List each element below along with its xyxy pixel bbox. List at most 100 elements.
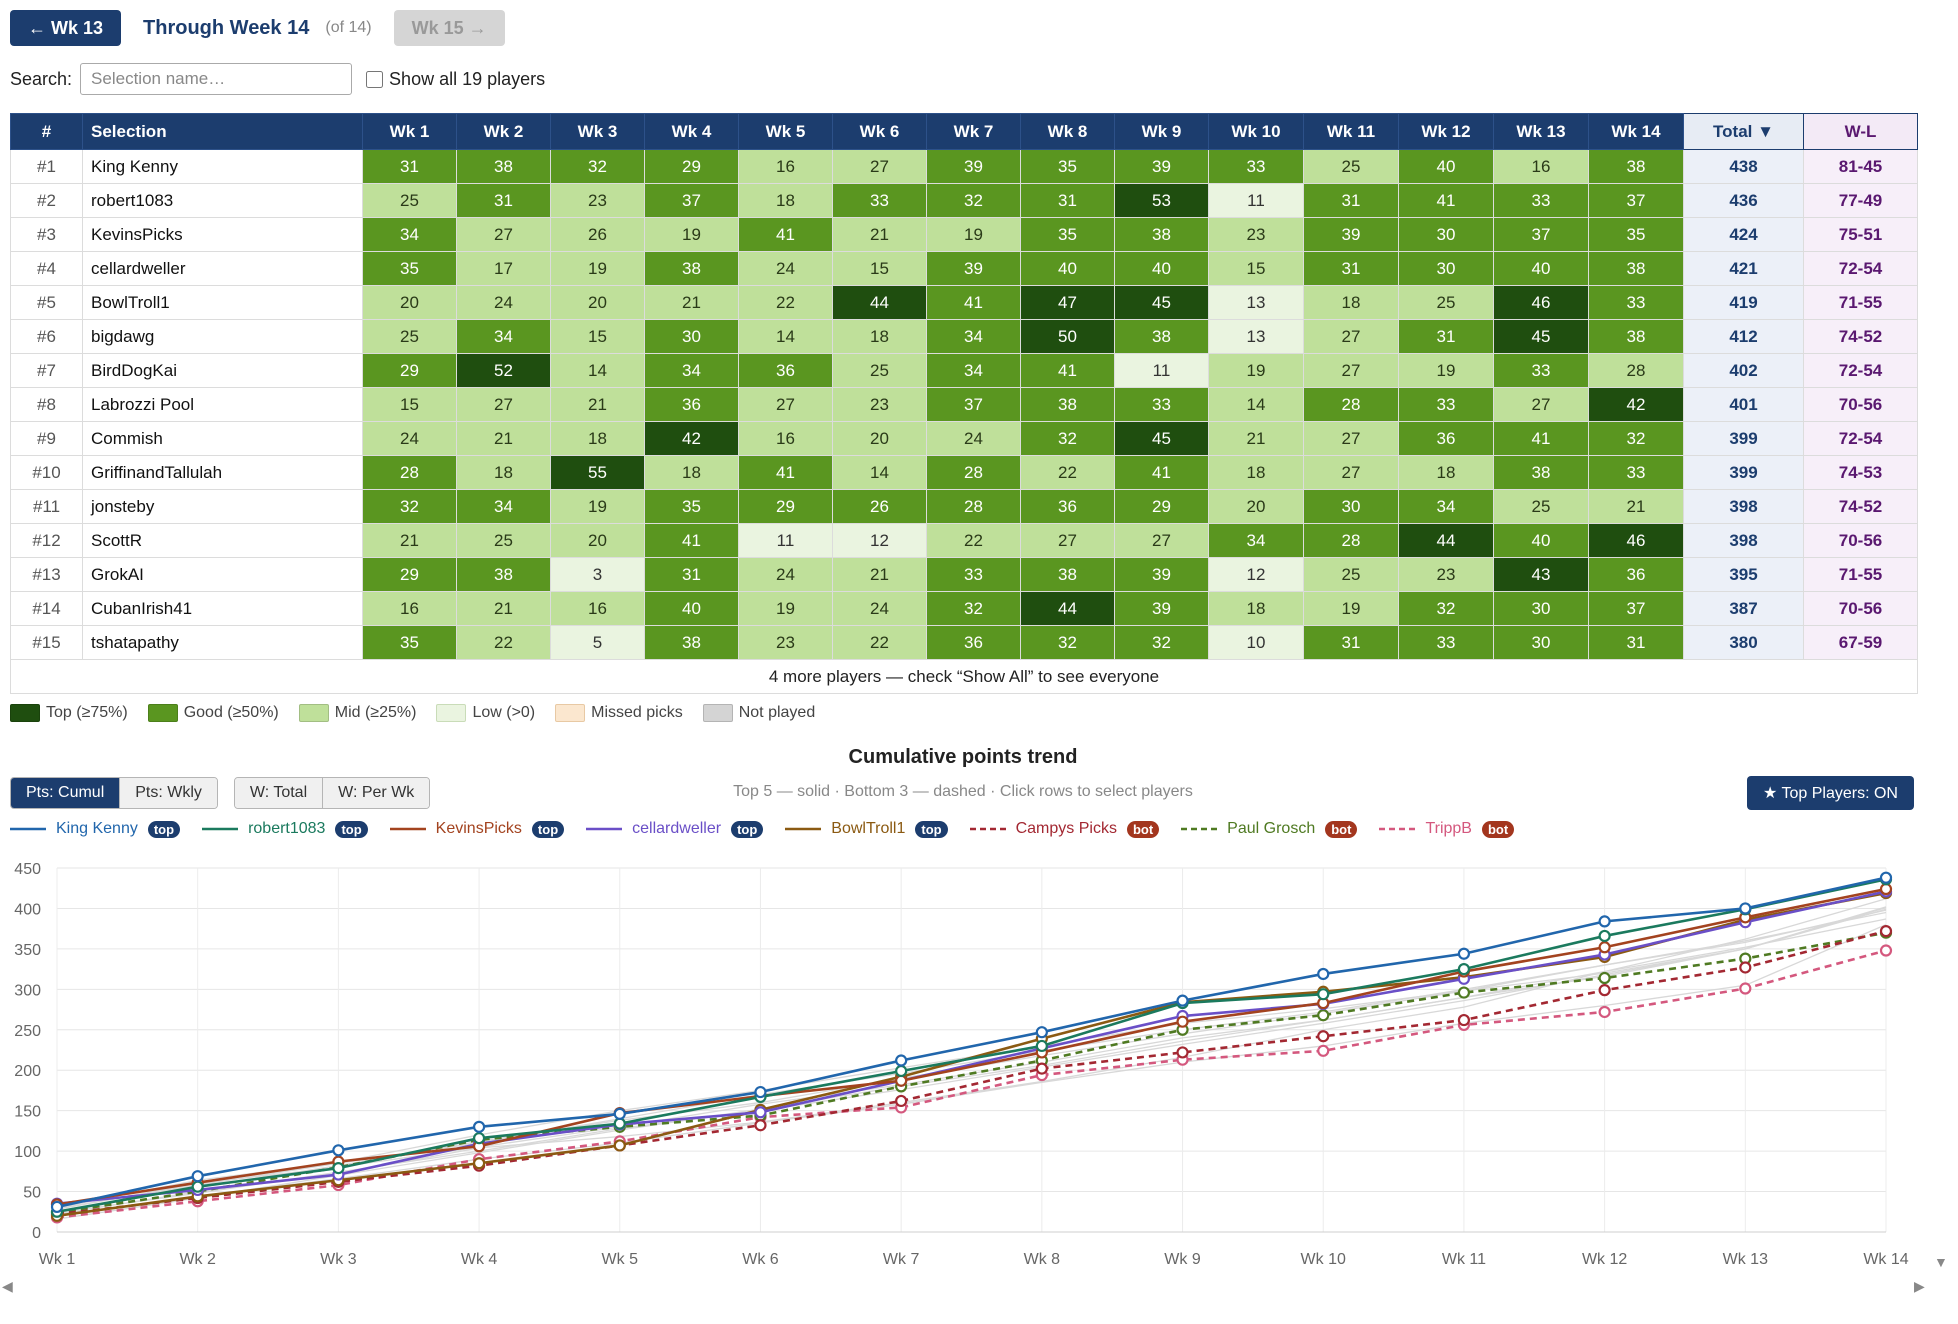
table-row[interactable]: #15 tshatapathy 35 22 5 38 23 22 36 32 32 10 31 33 30 3… <box>10 625 1918 660</box>
score-cell: 20 <box>362 285 457 320</box>
pts-cumul-button[interactable]: Pts: Cumul <box>11 778 121 808</box>
score-cell: 32 <box>362 489 457 524</box>
week-header-5[interactable]: Wk 5 <box>738 113 833 150</box>
top-players-toggle[interactable]: ★ Top Players: ON <box>1747 776 1914 810</box>
series-legend-item[interactable]: KevinsPicks top <box>389 820 565 838</box>
y-tick-label: 200 <box>14 1063 41 1080</box>
background-series-line <box>56 911 1887 1210</box>
week-header-9[interactable]: Wk 9 <box>1114 113 1209 150</box>
show-all-checkbox[interactable] <box>366 70 384 88</box>
score-cell: 38 <box>1493 455 1589 490</box>
score-cell: 21 <box>832 557 927 592</box>
score-cell: 34 <box>456 489 551 524</box>
background-series-line <box>56 924 1887 1217</box>
table-row[interactable]: #14 CubanIrish41 16 21 16 40 19 24 32 44 39 18 19 32 3… <box>10 591 1918 626</box>
show-all-toggle[interactable]: Show all 19 players <box>366 69 545 90</box>
table-row[interactable]: #12 ScottR 21 25 20 41 11 12 22 27 27 34 28 44 40 46 398… <box>10 523 1918 558</box>
total-cell: 380 <box>1683 625 1804 660</box>
table-row[interactable]: #4 cellardweller 35 17 19 38 24 15 39 40 40 15 31 30 4… <box>10 251 1918 286</box>
series-legend-item[interactable]: robert1083 top <box>202 820 368 838</box>
scroll-right-icon[interactable]: ▶ <box>1914 1278 1925 1294</box>
score-cell: 32 <box>1398 591 1494 626</box>
week-header-11[interactable]: Wk 11 <box>1303 113 1399 150</box>
table-row[interactable]: #7 BirdDogKai 29 52 14 34 36 25 34 41 11 19 27 19 33 28… <box>10 353 1918 388</box>
wl-header[interactable]: W-L <box>1803 113 1918 150</box>
table-row[interactable]: #5 BowlTroll1 20 24 20 21 22 44 41 47 45 13 18 25 46 33… <box>10 285 1918 320</box>
score-cell: 26 <box>550 217 645 252</box>
table-row[interactable]: #1 King Kenny 31 38 32 29 16 27 39 35 39 33 25 40 16 38… <box>10 149 1918 184</box>
selection-header[interactable]: Selection <box>82 113 363 150</box>
table-row[interactable]: #10 GriffinandTallulah 28 18 55 18 41 14 28 22 41 1… <box>10 455 1918 490</box>
week-header-7[interactable]: Wk 7 <box>926 113 1021 150</box>
series-point <box>754 1085 767 1099</box>
score-cell: 26 <box>832 489 927 524</box>
week-header-6[interactable]: Wk 6 <box>832 113 927 150</box>
wl-cell: 70-56 <box>1803 523 1918 558</box>
score-cell: 38 <box>1588 251 1684 286</box>
score-cell: 32 <box>550 149 645 184</box>
week-header-14[interactable]: Wk 14 <box>1588 113 1684 150</box>
series-legend-item[interactable]: BowlTroll1 top <box>785 820 948 838</box>
score-cell: 33 <box>1398 387 1494 422</box>
week-header-1[interactable]: Wk 1 <box>362 113 457 150</box>
week-header-2[interactable]: Wk 2 <box>456 113 551 150</box>
x-tick-label: Wk 3 <box>320 1251 357 1268</box>
rank-cell: #13 <box>10 557 83 592</box>
week-header-13[interactable]: Wk 13 <box>1493 113 1589 150</box>
score-cell: 10 <box>1208 625 1304 660</box>
score-cell: 43 <box>1493 557 1589 592</box>
week-header-8[interactable]: Wk 8 <box>1020 113 1115 150</box>
score-cell: 21 <box>832 217 927 252</box>
week-header-10[interactable]: Wk 10 <box>1208 113 1304 150</box>
series-legend-item[interactable]: Campys Picks bot <box>969 820 1160 838</box>
table-row[interactable]: #11 jonsteby 32 34 19 35 29 26 28 36 29 20 30 34 25 21 3… <box>10 489 1918 524</box>
table-row[interactable]: #8 Labrozzi Pool 15 27 21 36 27 23 37 38 33 14 28 33 2… <box>10 387 1918 422</box>
series-point <box>1176 994 1189 1007</box>
score-cell: 21 <box>362 523 457 558</box>
total-cell: 399 <box>1683 421 1804 456</box>
series-legend-item[interactable]: TrippB bot <box>1379 820 1515 838</box>
score-cell: 34 <box>362 217 457 252</box>
legend-item: Not played <box>702 704 815 722</box>
rank-cell: #3 <box>10 217 83 252</box>
score-cell: 22 <box>456 625 551 660</box>
score-cell: 28 <box>1588 353 1684 388</box>
next-week-button[interactable]: Wk 15 → <box>393 10 505 46</box>
total-cell: 438 <box>1683 149 1804 184</box>
prev-week-button[interactable]: ← Wk 13 <box>10 10 122 46</box>
score-cell: 35 <box>1588 217 1684 252</box>
score-cell: 38 <box>1114 217 1209 252</box>
score-cell: 14 <box>832 455 927 490</box>
table-row[interactable]: #6 bigdawg 25 34 15 30 14 18 34 50 38 13 27 31 45 38 412… <box>10 319 1918 354</box>
week-header-3[interactable]: Wk 3 <box>550 113 645 150</box>
table-row[interactable]: #3 KevinsPicks 34 27 26 19 41 21 19 35 38 23 39 30 37 3… <box>10 217 1918 252</box>
score-cell: 11 <box>738 523 833 558</box>
total-cell: 419 <box>1683 285 1804 320</box>
week-header-12[interactable]: Wk 12 <box>1398 113 1494 150</box>
w-perwk-button[interactable]: W: Per Wk <box>323 778 430 808</box>
selection-name: BowlTroll1 <box>82 285 363 320</box>
rank-cell: #10 <box>10 455 83 490</box>
rank-header[interactable]: # <box>10 113 83 150</box>
total-header[interactable]: Total ▼ <box>1683 113 1804 150</box>
scroll-down-icon[interactable]: ▼ <box>1934 1254 1948 1270</box>
score-cell: 27 <box>1114 523 1209 558</box>
rank-cell: #7 <box>10 353 83 388</box>
pts-wkly-button[interactable]: Pts: Wkly <box>120 778 217 808</box>
scroll-left-icon[interactable]: ◀ <box>2 1278 13 1294</box>
series-legend-item[interactable]: cellardweller top <box>586 820 764 838</box>
series-point <box>1317 1009 1330 1022</box>
y-tick-label: 400 <box>14 901 41 918</box>
series-legend-item[interactable]: King Kenny top <box>10 820 181 838</box>
w-total-button[interactable]: W: Total <box>234 778 324 808</box>
table-row[interactable]: #13 GrokAI 29 38 3 31 24 21 33 38 39 12 25 23 43 36 395 7… <box>10 557 1918 592</box>
series-legend-item[interactable]: Paul Grosch bot <box>1181 820 1358 838</box>
week-header-4[interactable]: Wk 4 <box>644 113 739 150</box>
legend-item: Low (>0) <box>436 704 535 722</box>
search-input[interactable] <box>80 63 353 95</box>
score-cell: 25 <box>1303 557 1399 592</box>
rank-cell: #6 <box>10 319 83 354</box>
score-cell: 25 <box>456 523 551 558</box>
table-row[interactable]: #2 robert1083 25 31 23 37 18 33 32 31 53 11 31 41 33 37… <box>10 183 1918 218</box>
table-row[interactable]: #9 Commish 24 21 18 42 16 20 24 32 45 21 27 36 41 32 399… <box>10 421 1918 456</box>
